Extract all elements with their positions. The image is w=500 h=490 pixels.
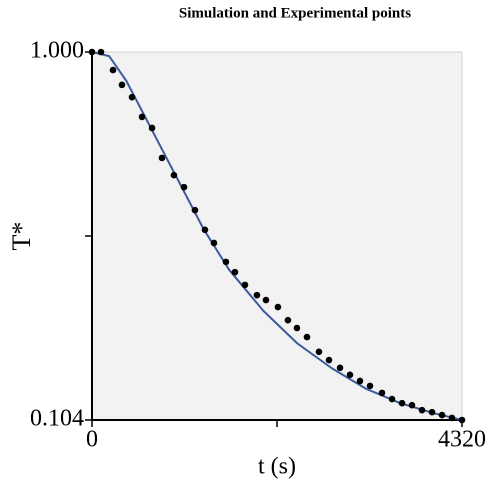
chart-title: Simulation and Experimental points	[179, 5, 411, 21]
experimental-point	[438, 411, 446, 419]
experimental-point	[191, 206, 199, 214]
y-tick-label: 0.104	[30, 406, 84, 432]
experimental-point	[448, 414, 456, 422]
experimental-point	[346, 371, 354, 379]
experimental-point	[293, 324, 301, 332]
experimental-point	[378, 389, 386, 397]
experimental-point	[428, 408, 436, 416]
experimental-point	[388, 395, 396, 403]
experimental-point	[118, 81, 126, 89]
experimental-point	[284, 316, 292, 324]
experimental-point	[336, 364, 344, 372]
plot-area	[91, 51, 463, 421]
x-axis-label: t (s)	[258, 454, 296, 480]
experimental-point	[180, 183, 188, 191]
experimental-point	[210, 239, 218, 247]
experimental-point	[201, 226, 209, 234]
experimental-point	[222, 258, 230, 266]
experimental-point	[418, 406, 426, 414]
experimental-point	[274, 303, 282, 311]
experimental-point	[303, 333, 311, 341]
experimental-point	[408, 401, 416, 409]
experimental-point	[158, 154, 166, 162]
y-tick-label: 1.000	[30, 38, 84, 64]
experimental-point	[138, 113, 146, 121]
experimental-point	[398, 399, 406, 407]
experimental-point	[366, 382, 374, 390]
experimental-point	[315, 348, 323, 356]
experimental-point	[356, 377, 364, 385]
x-tick-label: 0	[86, 427, 98, 453]
y-axis-label: T*	[7, 222, 36, 251]
experimental-point	[231, 268, 239, 276]
experimental-point	[253, 291, 261, 299]
experimental-point	[262, 296, 270, 304]
experimental-point	[325, 356, 333, 364]
experimental-point	[109, 66, 117, 74]
experimental-point	[97, 48, 105, 56]
experimental-point	[128, 93, 136, 101]
experimental-point	[148, 124, 156, 132]
experimental-point	[241, 281, 249, 289]
x-tick-label: 4320	[438, 427, 486, 453]
experimental-point	[88, 48, 96, 56]
experimental-point	[170, 171, 178, 179]
experimental-point	[458, 416, 466, 424]
